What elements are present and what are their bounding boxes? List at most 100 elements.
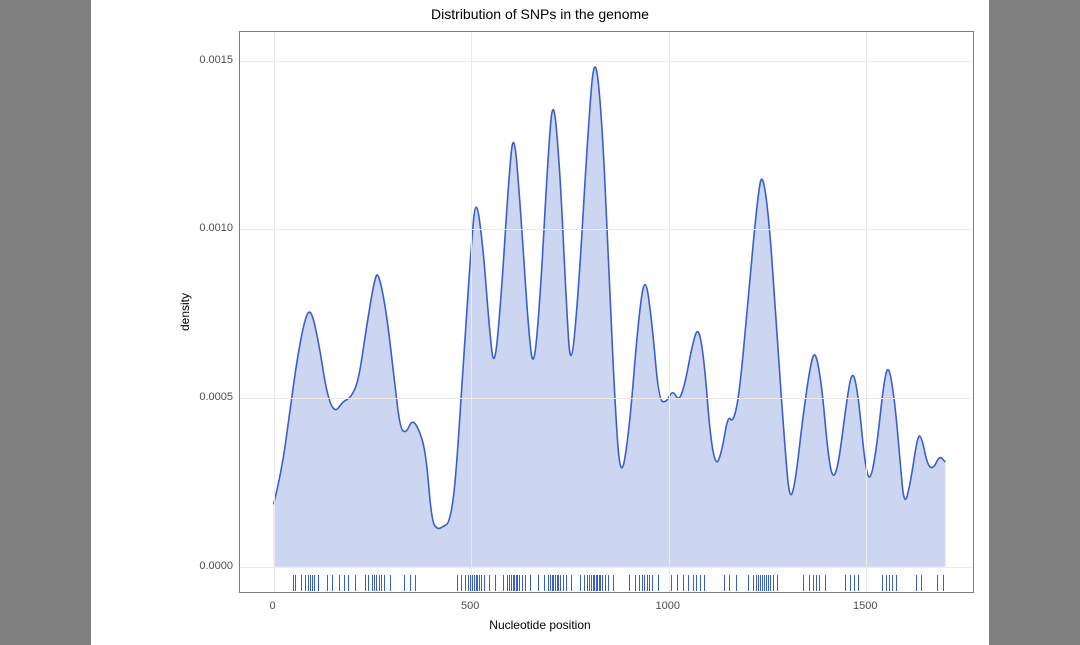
rug-tick [558,575,559,591]
rug-tick [339,575,340,591]
rug-tick [509,575,510,591]
rug-tick [892,575,893,591]
rug-tick [825,575,826,591]
rug-tick [468,575,469,591]
rug-tick [642,575,643,591]
rug-tick [312,575,313,591]
x-tick-label: 500 [461,600,479,612]
rug-tick [700,575,701,591]
rug-tick [404,575,405,591]
rug-tick [381,575,382,591]
rug-tick [495,575,496,591]
rug-tick [474,575,475,591]
rug-tick [587,575,588,591]
rug-tick [355,575,356,591]
rug-tick [724,575,725,591]
gridline-h [240,398,973,399]
rug-tick [635,575,636,591]
rug-tick [658,575,659,591]
chart-figure: Distribution of SNPs in the genome densi… [91,0,989,645]
rug-tick [293,575,294,591]
rug-tick [332,575,333,591]
rug-tick [384,575,385,591]
rug-tick [803,575,804,591]
rug-tick [390,575,391,591]
rug-tick [882,575,883,591]
rug-tick [760,575,761,591]
rug-tick [644,575,645,591]
rug-tick [605,575,606,591]
rug-tick [344,575,345,591]
rug-tick [318,575,319,591]
rug-tick [314,575,315,591]
rug-tick [677,575,678,591]
rug-tick [580,575,581,591]
rug-tick [379,575,380,591]
rug-tick [525,575,526,591]
rug-tick [571,575,572,591]
chart-title: Distribution of SNPs in the genome [91,6,989,22]
rug-tick [548,575,549,591]
rug-tick [693,575,694,591]
rug-tick [629,575,630,591]
y-tick-label: 0.0015 [199,54,233,66]
rug-tick [696,575,697,591]
rug-tick [886,575,887,591]
rug-tick [766,575,767,591]
y-tick-label: 0.0010 [199,222,233,234]
rug-tick [472,575,473,591]
rug-tick [308,575,309,591]
rug-tick [729,575,730,591]
gridline-h [240,567,973,568]
rug-tick [295,575,296,591]
rug-tick [773,575,774,591]
rug-tick [563,575,564,591]
rug-tick [937,575,938,591]
rug-tick [777,575,778,591]
rug-tick [896,575,897,591]
rug-tick [481,575,482,591]
rug-tick [736,575,737,591]
rug-tick [519,575,520,591]
rug-tick [850,575,851,591]
rug-tick [889,575,890,591]
rug-tick [327,575,328,591]
rug-tick [688,575,689,591]
gridline-v [669,32,670,592]
rug-tick [415,575,416,591]
rug-tick [305,575,306,591]
rug-tick [376,575,377,591]
rug-tick [410,575,411,591]
rug-tick [809,575,810,591]
rug-tick [943,575,944,591]
rug-tick [768,575,769,591]
rug-tick [310,575,311,591]
density-curve [240,32,973,592]
rug-tick [507,575,508,591]
rug-tick [649,575,650,591]
rug-tick [600,575,601,591]
rug-tick [584,575,585,591]
rug-tick [756,575,757,591]
rug-tick [683,575,684,591]
rug-tick [301,575,302,591]
rug-tick [566,575,567,591]
x-tick-label: 0 [270,600,276,612]
rug-tick [489,575,490,591]
x-tick-label: 1000 [655,600,679,612]
rug-tick [484,575,485,591]
y-tick-label: 0.0000 [199,560,233,572]
rug-tick [365,575,366,591]
y-axis-label-wrap: density [177,31,193,593]
rug-tick [748,575,749,591]
rug-tick [764,575,765,591]
gridline-v [471,32,472,592]
x-tick-label: 1500 [853,600,877,612]
plot-panel [239,31,974,593]
density-fill [274,67,946,567]
rug-tick [465,575,466,591]
rug-tick [704,575,705,591]
rug-tick [372,575,373,591]
rug-tick [608,575,609,591]
rug-tick [854,575,855,591]
